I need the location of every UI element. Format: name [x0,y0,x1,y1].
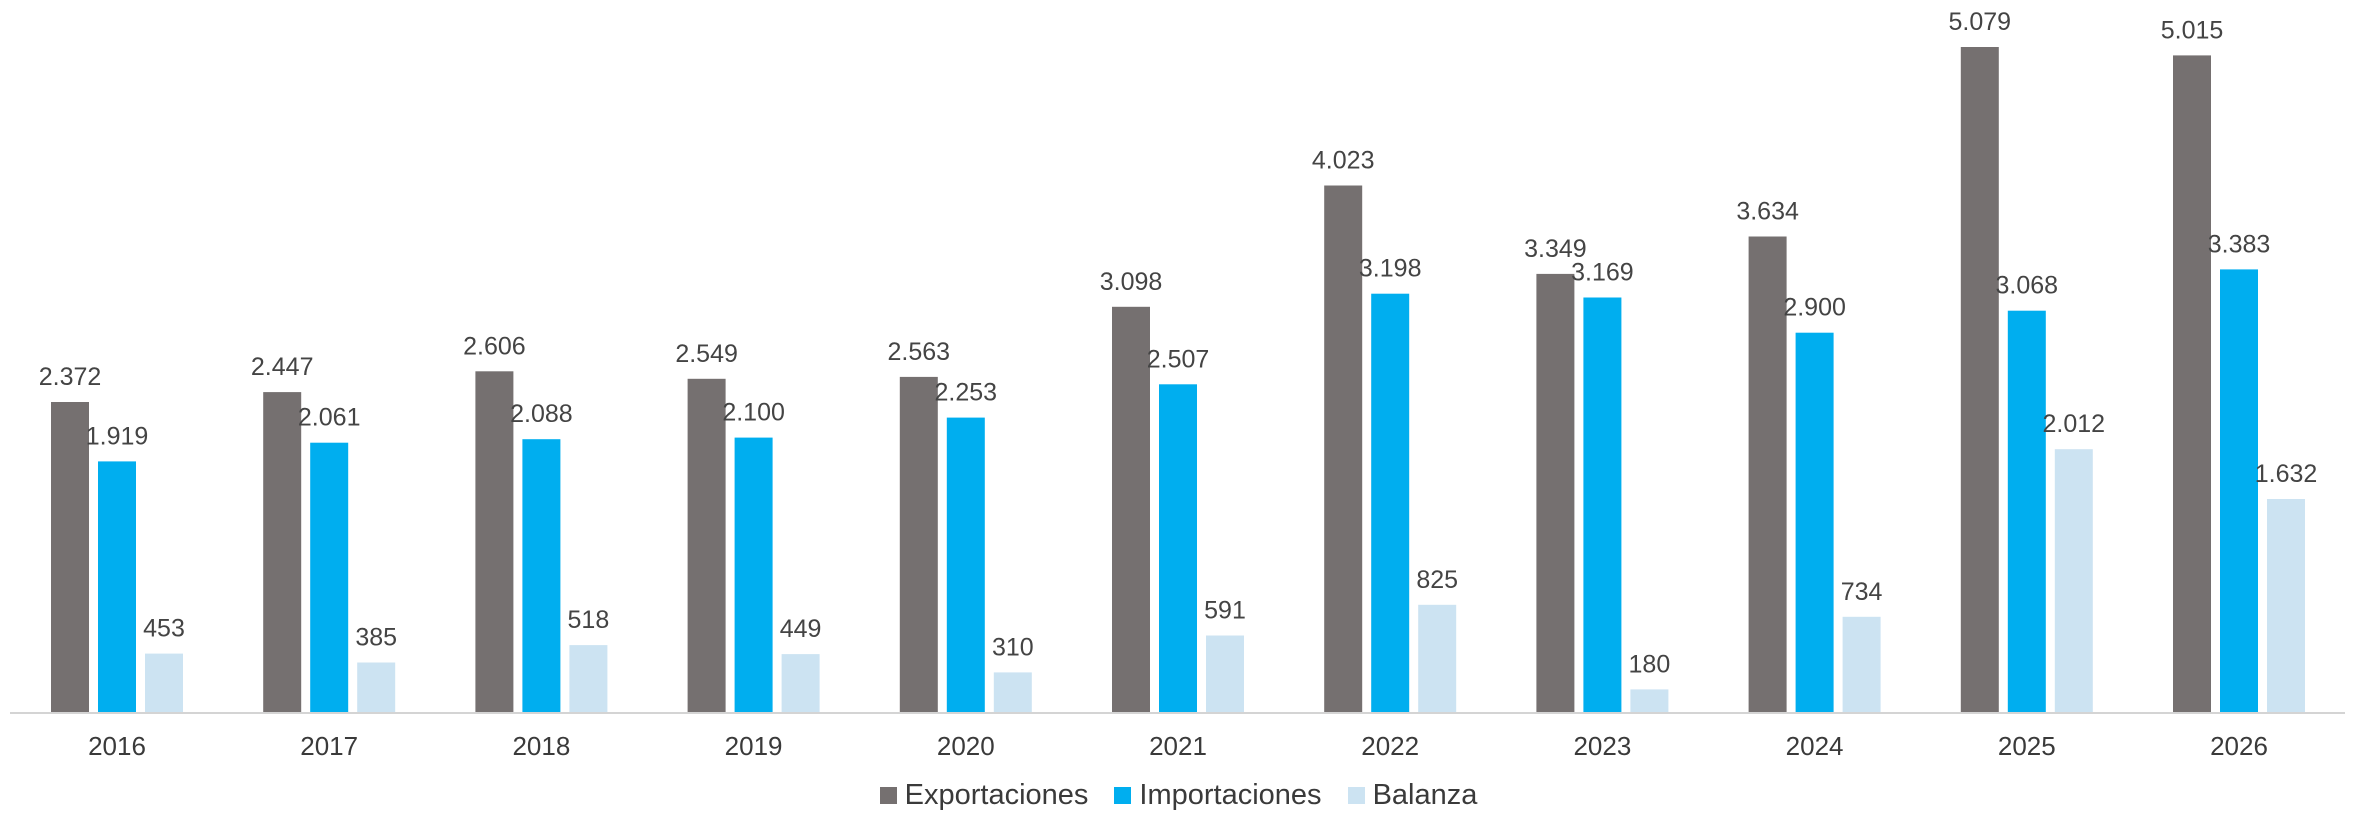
data-label-exportaciones-2025: 5.079 [1949,8,2012,36]
data-label-balanza-2021: 591 [1204,597,1246,625]
data-label-exportaciones-2019: 2.549 [675,340,738,368]
bar-balanza-2020 [993,672,1032,713]
bar-importaciones-2022 [1371,293,1410,713]
data-label-exportaciones-2017: 2.447 [251,353,314,381]
data-label-exportaciones-2020: 2.563 [888,338,951,366]
x-tick-label-2024: 2024 [1786,731,1844,761]
bar-importaciones-2020 [946,417,985,713]
data-label-balanza-2023: 180 [1629,650,1671,678]
labels-layer: 2.372 1.919 453 2.447 2.061 385 2.606 2.088 518 2… [39,8,2318,678]
bar-balanza-2019 [781,654,820,713]
bar-exportaciones-2022 [1324,185,1363,713]
bars-layer [51,47,2305,713]
data-label-balanza-2024: 734 [1841,578,1883,606]
data-label-exportaciones-2021: 3.098 [1100,268,1163,296]
bar-exportaciones-2026 [2173,55,2211,713]
ticks-layer: 2016 2017 2018 2019 2020 2021 2022 2023 2024 2025… [88,731,2268,761]
data-label-exportaciones-2024: 3.634 [1736,198,1799,226]
bar-balanza-2025 [2054,449,2093,713]
data-label-exportaciones-2018: 2.606 [463,332,526,360]
data-label-importaciones-2020: 2.253 [935,379,998,407]
legend-label-balanza: Balanza [1372,778,1478,811]
data-label-exportaciones-2016: 2.372 [39,363,102,391]
data-label-exportaciones-2026: 5.015 [2161,16,2224,44]
data-label-importaciones-2016: 1.919 [86,422,149,450]
x-tick-label-2022: 2022 [1361,731,1419,761]
legend-item-balanza: Balanza [1347,778,1478,812]
x-tick-label-2019: 2019 [725,731,783,761]
x-tick-label-2017: 2017 [300,731,358,761]
data-label-importaciones-2021: 2.507 [1147,345,1210,373]
bar-balanza-2022 [1418,604,1457,713]
data-label-balanza-2020: 310 [992,633,1034,661]
data-label-exportaciones-2022: 4.023 [1312,147,1375,175]
bar-balanza-2021 [1206,635,1244,713]
bar-exportaciones-2016 [51,402,89,713]
data-label-balanza-2025: 2.012 [2043,410,2106,438]
data-label-balanza-2022: 825 [1416,566,1458,594]
bar-importaciones-2024 [1795,332,1834,713]
bar-exportaciones-2023 [1536,273,1575,713]
bar-exportaciones-2017 [263,392,302,713]
bar-exportaciones-2020 [899,376,938,713]
legend-label-importaciones: Importaciones [1139,778,1322,811]
bar-exportaciones-2025 [1960,47,1999,713]
x-tick-label-2025: 2025 [1998,731,2056,761]
bar-importaciones-2026 [2220,269,2258,713]
data-label-exportaciones-2023: 3.349 [1524,235,1587,263]
x-tick-label-2018: 2018 [512,731,570,761]
data-label-importaciones-2017: 2.061 [298,404,361,432]
data-label-importaciones-2024: 2.900 [1783,294,1846,322]
bar-importaciones-2025 [2007,310,2046,713]
data-label-importaciones-2019: 2.100 [722,399,785,427]
data-label-balanza-2018: 518 [568,606,610,634]
bar-exportaciones-2018 [475,371,514,713]
x-tick-label-2023: 2023 [1573,731,1631,761]
bar-balanza-2026 [2267,499,2305,713]
bar-balanza-2024 [1842,616,1881,713]
data-label-importaciones-2023: 3.169 [1571,259,1634,287]
bar-balanza-2023 [1630,689,1669,713]
bar-importaciones-2016 [98,461,136,713]
legend-swatch-importaciones [1114,786,1132,804]
legend-label-exportaciones: Exportaciones [904,778,1089,811]
legend: Exportaciones Importaciones Balanza [0,778,2357,812]
data-label-importaciones-2026: 3.383 [2208,230,2271,258]
data-label-balanza-2016: 453 [143,615,185,643]
data-label-importaciones-2025: 3.068 [1996,272,2059,300]
bar-exportaciones-2024 [1748,236,1787,713]
bar-importaciones-2023 [1583,297,1622,713]
x-tick-label-2016: 2016 [88,731,146,761]
legend-swatch-balanza [1347,786,1365,804]
bar-importaciones-2019 [734,437,773,713]
bar-balanza-2018 [569,645,608,713]
data-label-balanza-2019: 449 [780,615,822,643]
bar-balanza-2016 [145,653,183,713]
x-tick-label-2021: 2021 [1149,731,1207,761]
x-tick-label-2026: 2026 [2210,731,2268,761]
bar-balanza-2017 [357,662,396,713]
bar-exportaciones-2021 [1112,306,1150,713]
data-label-importaciones-2022: 3.198 [1359,255,1422,283]
bar-chart: 2.372 1.919 453 2.447 2.061 385 2.606 2.088 518 2… [10,8,2345,761]
legend-item-exportaciones: Exportaciones [879,778,1089,812]
legend-swatch-exportaciones [879,786,897,804]
x-tick-label-2020: 2020 [937,731,995,761]
bar-importaciones-2018 [522,439,561,713]
data-label-balanza-2026: 1.632 [2255,460,2318,488]
bar-exportaciones-2019 [687,378,726,713]
bar-importaciones-2021 [1159,384,1197,713]
data-label-balanza-2017: 385 [355,624,397,652]
data-label-importaciones-2018: 2.088 [510,400,573,428]
legend-item-importaciones: Importaciones [1114,778,1322,812]
bar-importaciones-2017 [310,442,349,713]
